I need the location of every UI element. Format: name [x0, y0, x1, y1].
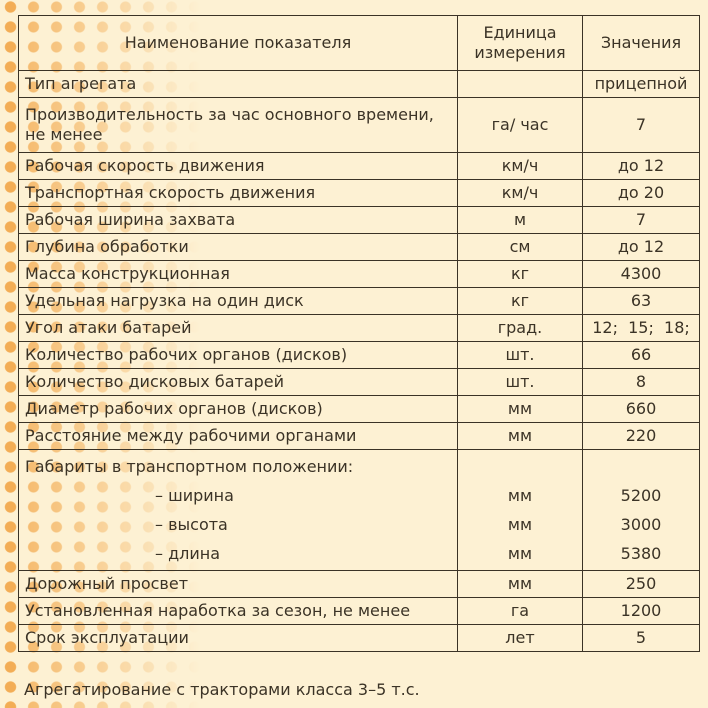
row-name: Удельная нагрузка на один диск	[18, 287, 458, 315]
row-value: 63	[582, 287, 700, 315]
dimension-unit: мм	[507, 544, 533, 563]
table-row: Диаметр рабочих органов (дисков) мм 660	[18, 395, 700, 423]
row-value: 250	[582, 570, 700, 598]
row-value: до 12	[582, 233, 700, 261]
table-row: Дорожный просвет мм 250	[18, 570, 700, 598]
row-unit: мм	[457, 422, 583, 450]
row-unit: см	[457, 233, 583, 261]
footer-note: Агрегатирование с тракторами класса 3–5 …	[24, 680, 420, 699]
dimensions-units: мм мм мм	[457, 449, 583, 571]
row-name: Срок эксплуатации	[18, 624, 458, 652]
dimension-name: – ширина	[155, 486, 234, 505]
row-unit: га	[457, 597, 583, 625]
row-unit: лет	[457, 624, 583, 652]
row-unit: град.	[457, 314, 583, 342]
table-row: Транспортная скорость движения км/ч до 20	[18, 179, 700, 207]
row-unit: шт.	[457, 368, 583, 396]
row-name: Масса конструкционная	[18, 260, 458, 288]
row-unit: шт.	[457, 341, 583, 369]
row-value: 8	[582, 368, 700, 396]
row-unit: м	[457, 206, 583, 234]
table-row: Срок эксплуатации лет 5	[18, 624, 700, 652]
dimension-name: – высота	[155, 515, 228, 534]
row-name: Производительность за час основного врем…	[18, 97, 458, 153]
header-unit: Единица измерения	[457, 15, 583, 71]
row-unit: км/ч	[457, 179, 583, 207]
row-value: 5	[582, 624, 700, 652]
row-name: Рабочая скорость движения	[18, 152, 458, 180]
table-row: Расстояние между рабочими органами мм 220	[18, 422, 700, 450]
row-name: Угол атаки батарей	[18, 314, 458, 342]
row-value: 660	[582, 395, 700, 423]
row-unit: га/ час	[457, 97, 583, 153]
table-row: Количество рабочих органов (дисков) шт. 66	[18, 341, 700, 369]
row-value: до 12	[582, 152, 700, 180]
table-row: Тип агрегата прицепной	[18, 70, 700, 98]
row-unit: мм	[457, 395, 583, 423]
table-row: Рабочая ширина захвата м 7	[18, 206, 700, 234]
row-value: 4300	[582, 260, 700, 288]
table-row: Глубина обработки см до 12	[18, 233, 700, 261]
row-name: Глубина обработки	[18, 233, 458, 261]
row-unit: кг	[457, 287, 583, 315]
row-name: Рабочая ширина захвата	[18, 206, 458, 234]
dimension-value: 5380	[620, 544, 662, 563]
row-unit	[457, 70, 583, 98]
specs-table: Наименование показателя Единица измерени…	[18, 15, 700, 652]
row-unit: мм	[457, 570, 583, 598]
row-value: 7	[582, 97, 700, 153]
row-name: Транспортная скорость движения	[18, 179, 458, 207]
dimension-value: 5200	[620, 486, 662, 505]
dimensions-names: Габариты в транспортном положении: – шир…	[18, 449, 458, 571]
table-row: Масса конструкционная кг 4300	[18, 260, 700, 288]
row-value: 1200	[582, 597, 700, 625]
row-value: прицепной	[582, 70, 700, 98]
header-value: Значения	[582, 15, 700, 71]
table-row: Угол атаки батарей град. 12; 15; 18;	[18, 314, 700, 342]
table-row-dimensions: Габариты в транспортном положении: – шир…	[18, 449, 700, 571]
table-header: Наименование показателя Единица измерени…	[18, 15, 700, 71]
row-value: 66	[582, 341, 700, 369]
header-name: Наименование показателя	[18, 15, 458, 71]
row-name: Количество рабочих органов (дисков)	[18, 341, 458, 369]
row-name: Дорожный просвет	[18, 570, 458, 598]
row-name: Количество дисковых батарей	[18, 368, 458, 396]
dimensions-values: 5200 3000 5380	[582, 449, 700, 571]
row-name: Установленная наработка за сезон, не мен…	[18, 597, 458, 625]
row-value: 12; 15; 18;	[582, 314, 700, 342]
row-name: Расстояние между рабочими органами	[18, 422, 458, 450]
row-unit: кг	[457, 260, 583, 288]
row-unit: км/ч	[457, 152, 583, 180]
dimension-name: – длина	[155, 544, 221, 563]
table-row: Установленная наработка за сезон, не мен…	[18, 597, 700, 625]
dimension-unit: мм	[507, 515, 533, 534]
row-value: 7	[582, 206, 700, 234]
table-row: Количество дисковых батарей шт. 8	[18, 368, 700, 396]
dimensions-title: Габариты в транспортном положении:	[25, 457, 354, 476]
row-name: Диаметр рабочих органов (дисков)	[18, 395, 458, 423]
dimension-unit: мм	[507, 486, 533, 505]
row-value: до 20	[582, 179, 700, 207]
table-row: Производительность за час основного врем…	[18, 97, 700, 153]
row-value: 220	[582, 422, 700, 450]
dimension-value: 3000	[620, 515, 662, 534]
table-row: Рабочая скорость движения км/ч до 12	[18, 152, 700, 180]
row-name: Тип агрегата	[18, 70, 458, 98]
table-row: Удельная нагрузка на один диск кг 63	[18, 287, 700, 315]
